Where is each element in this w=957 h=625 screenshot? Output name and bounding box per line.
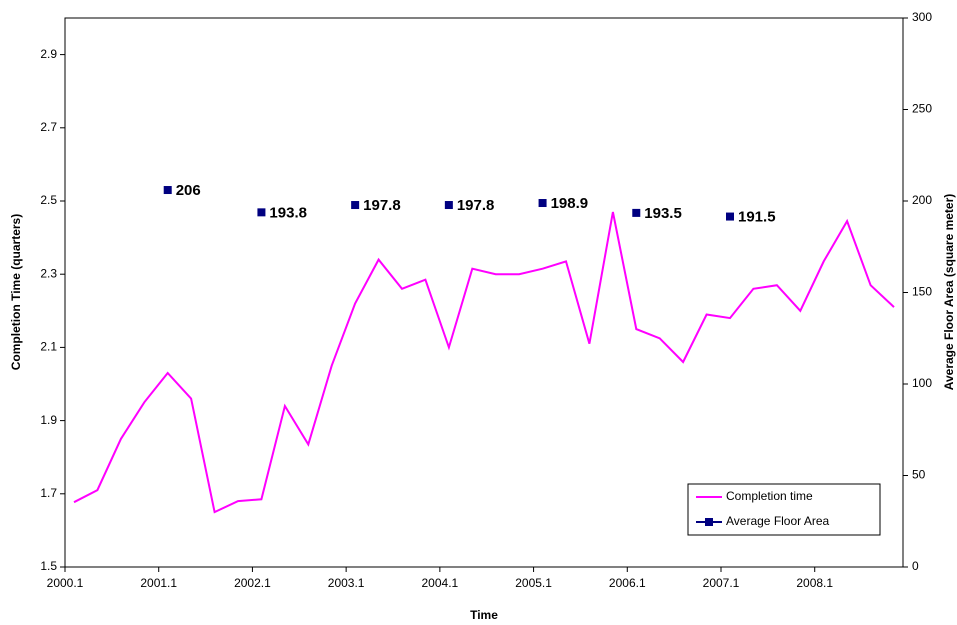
y2-tick-label: 250 (912, 102, 932, 116)
y2-axis-title: Average Floor Area (square meter) (942, 194, 956, 391)
y-tick-label: 1.9 (40, 413, 57, 427)
x-tick-label: 2002.1 (234, 576, 271, 590)
y-tick-label: 2.7 (40, 120, 57, 134)
data-label: 191.5 (738, 209, 776, 226)
data-label: 193.8 (269, 204, 307, 221)
marker (632, 208, 641, 217)
y2-tick-label: 150 (912, 285, 932, 299)
x-tick-label: 2006.1 (609, 576, 646, 590)
marker (444, 201, 453, 210)
x-tick-label: 2008.1 (796, 576, 833, 590)
marker (351, 201, 360, 210)
legend-label: Completion time (726, 489, 813, 503)
marker (163, 186, 172, 195)
y2-tick-label: 100 (912, 376, 932, 390)
x-tick-label: 2003.1 (328, 576, 365, 590)
data-label: 197.8 (363, 197, 401, 214)
data-label: 193.5 (644, 205, 682, 222)
y-tick-label: 1.7 (40, 486, 57, 500)
x-tick-label: 2000.1 (47, 576, 84, 590)
series-line (73, 211, 895, 514)
y-tick-label: 1.5 (40, 559, 57, 573)
y-axis-title: Completion Time (quarters) (9, 214, 23, 370)
x-axis-title: Time (470, 608, 498, 622)
legend-marker (705, 518, 713, 526)
legend-box (687, 483, 881, 536)
y-tick-label: 2.5 (40, 193, 57, 207)
y2-tick-label: 0 (912, 559, 919, 573)
x-tick-label: 2007.1 (703, 576, 740, 590)
data-label: 206 (176, 182, 201, 199)
y-tick-label: 2.3 (40, 266, 57, 280)
marker (726, 212, 734, 221)
legend-label: Average Floor Area (726, 514, 829, 528)
y-tick-label: 2.1 (40, 340, 57, 354)
data-label: 198.9 (551, 195, 589, 212)
y2-tick-label: 200 (912, 193, 932, 207)
y2-tick-label: 50 (912, 468, 926, 482)
data-label: 197.8 (457, 197, 495, 214)
y-tick-label: 2.9 (40, 47, 57, 61)
x-tick-label: 2005.1 (515, 576, 552, 590)
y2-tick-label: 300 (912, 10, 932, 24)
marker (257, 208, 266, 217)
x-tick-label: 2004.1 (422, 576, 459, 590)
x-tick-label: 2001.1 (140, 576, 177, 590)
marker (538, 199, 547, 208)
